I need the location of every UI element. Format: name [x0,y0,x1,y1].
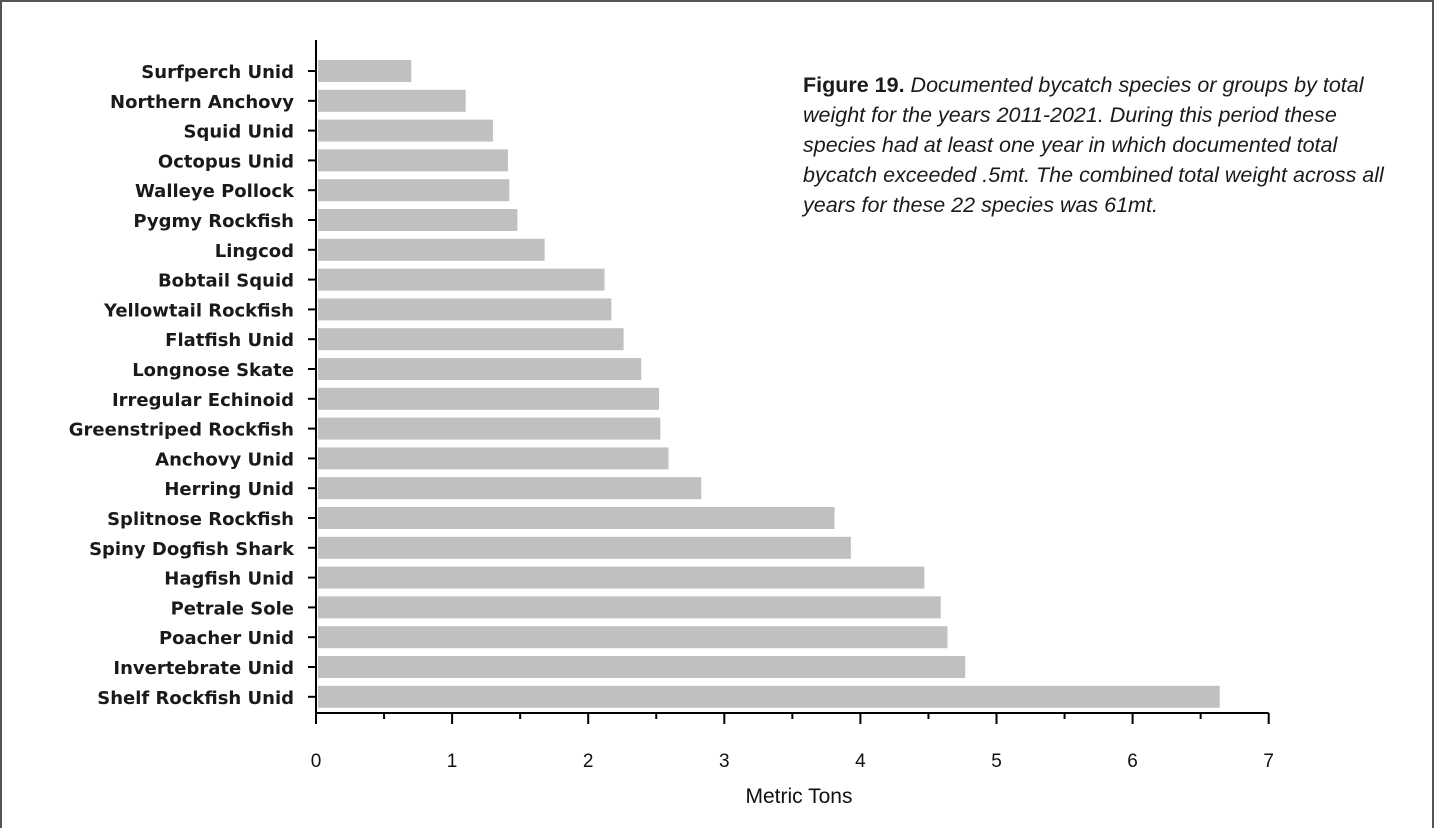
category-label-herring-unid: Herring Unid [164,479,294,500]
category-label-petrale-sole: Petrale Sole [171,598,294,619]
x-tick-label-0: 0 [311,751,322,772]
x-axis-title: Metric Tons [746,785,853,808]
bar-petrale-sole [318,596,941,619]
category-label-splitnose-rockfish: Splitnose Rockfish [107,509,294,530]
category-label-octopus-unid: Octopus Unid [158,151,294,172]
bar-flatfish-unid [318,328,624,351]
x-tick-label-4: 4 [855,751,866,772]
category-label-hagfish-unid: Hagfish Unid [164,569,294,590]
category-label-yellowtail-rockfish: Yellowtail Rockfish [103,300,294,321]
bar-greenstriped-rockfish [318,417,661,440]
bar-pygmy-rockfish [318,209,518,231]
category-label-bobtail-squid: Bobtail Squid [158,271,294,292]
bar-anchovy-unid [318,447,669,470]
x-tick-label-6: 6 [1127,751,1138,772]
category-labels: Surfperch Unid Northern Anchovy Squid Unid… [69,62,316,709]
x-tick-label-3: 3 [719,751,730,772]
bar-surfperch-unid [318,60,412,82]
bar-spiny-dogfish-shark [318,536,851,559]
x-tick-label-5: 5 [991,751,1002,772]
bar-squid-unid [318,119,493,142]
category-label-spiny-dogfish-shark: Spiny Dogfish Shark [89,539,295,560]
category-label-lingcod: Lingcod [215,241,294,262]
figure-caption: Figure 19. Documented bycatch species or… [803,70,1403,220]
category-label-surfperch-unid: Surfperch Unid [141,62,294,83]
bars-group [318,60,1220,708]
category-label-squid-unid: Squid Unid [184,122,294,143]
x-axis-ticks: 0 1 2 3 4 5 6 7 [311,713,1274,772]
x-tick-label-2: 2 [583,751,594,772]
bar-invertebrate-unid [318,656,966,678]
category-label-anchovy-unid: Anchovy Unid [155,449,294,470]
bar-walleye-pollock [318,179,510,202]
category-label-greenstriped-rockfish: Greenstriped Rockfish [69,420,294,441]
category-label-poacher-unid: Poacher Unid [159,628,294,649]
category-label-invertebrate-unid: Invertebrate Unid [113,658,294,679]
caption-text: Documented bycatch species or groups by … [803,73,1384,217]
category-label-flatfish-unid: Flatfish Unid [165,330,294,351]
category-label-irregular-echinoid: Irregular Echinoid [112,390,294,411]
bar-splitnose-rockfish [318,507,835,529]
bar-herring-unid [318,477,702,500]
bar-northern-anchovy [318,89,466,112]
bar-octopus-unid [318,149,508,172]
bar-shelf-rockfish-unid [318,685,1220,708]
bar-irregular-echinoid [318,387,659,410]
bar-hagfish-unid [318,566,925,589]
x-tick-label-1: 1 [447,751,458,772]
bar-poacher-unid [318,626,948,649]
bar-bobtail-squid [318,268,605,291]
x-tick-label-7: 7 [1263,751,1274,772]
bar-lingcod [318,238,545,261]
bar-yellowtail-rockfish [318,298,612,321]
category-label-longnose-skate: Longnose Skate [132,360,294,381]
bar-longnose-skate [318,358,642,380]
category-label-walleye-pollock: Walleye Pollock [135,181,295,202]
figure-number: Figure 19. [803,73,905,97]
category-label-shelf-rockfish-unid: Shelf Rockfish Unid [97,688,294,709]
category-label-northern-anchovy: Northern Anchovy [110,92,294,113]
category-label-pygmy-rockfish: Pygmy Rockfish [133,211,294,232]
